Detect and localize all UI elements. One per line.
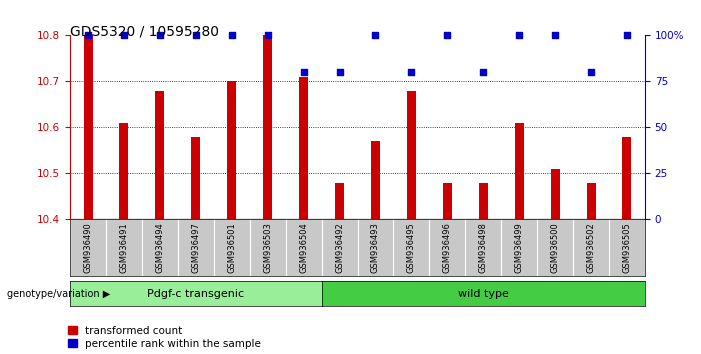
Text: GSM936493: GSM936493 — [371, 222, 380, 273]
Bar — [443, 183, 452, 219]
Text: GSM936492: GSM936492 — [335, 222, 344, 273]
Point — [190, 33, 201, 38]
Bar — [622, 137, 632, 219]
Text: GSM936497: GSM936497 — [191, 222, 200, 273]
Text: GSM936505: GSM936505 — [622, 222, 632, 273]
Bar — [550, 169, 559, 219]
Point — [550, 33, 561, 38]
Point — [334, 69, 345, 75]
Text: GSM936495: GSM936495 — [407, 222, 416, 273]
Bar — [227, 81, 236, 219]
Point — [621, 33, 632, 38]
Text: GDS5320 / 10595280: GDS5320 / 10595280 — [70, 25, 219, 39]
Point — [226, 33, 238, 38]
Text: GSM936499: GSM936499 — [515, 222, 524, 273]
Bar — [83, 35, 93, 219]
Point — [585, 69, 597, 75]
Bar — [263, 35, 272, 219]
Point — [154, 33, 165, 38]
Point — [477, 69, 489, 75]
Bar — [119, 123, 128, 219]
Point — [514, 33, 525, 38]
Point — [83, 33, 94, 38]
Text: GSM936496: GSM936496 — [443, 222, 452, 273]
Bar — [156, 91, 165, 219]
Bar — [515, 123, 524, 219]
Bar — [587, 183, 596, 219]
Bar — [191, 137, 200, 219]
Point — [298, 69, 309, 75]
Point — [118, 33, 130, 38]
Bar — [407, 91, 416, 219]
Text: GSM936504: GSM936504 — [299, 222, 308, 273]
Bar — [371, 141, 380, 219]
Text: wild type: wild type — [458, 289, 509, 299]
Text: GSM936501: GSM936501 — [227, 222, 236, 273]
Text: GSM936490: GSM936490 — [83, 222, 93, 273]
Point — [262, 33, 273, 38]
Bar — [479, 183, 488, 219]
Bar — [299, 77, 308, 219]
Text: GSM936500: GSM936500 — [550, 222, 559, 273]
Point — [370, 33, 381, 38]
Text: genotype/variation ▶: genotype/variation ▶ — [7, 289, 110, 299]
Text: GSM936494: GSM936494 — [156, 222, 165, 273]
Text: GSM936491: GSM936491 — [119, 222, 128, 273]
Point — [406, 69, 417, 75]
Text: GSM936503: GSM936503 — [263, 222, 272, 273]
Point — [442, 33, 453, 38]
Legend: transformed count, percentile rank within the sample: transformed count, percentile rank withi… — [68, 326, 261, 349]
Text: GSM936498: GSM936498 — [479, 222, 488, 273]
Text: GSM936502: GSM936502 — [587, 222, 596, 273]
Bar — [335, 183, 344, 219]
Text: Pdgf-c transgenic: Pdgf-c transgenic — [147, 289, 245, 299]
